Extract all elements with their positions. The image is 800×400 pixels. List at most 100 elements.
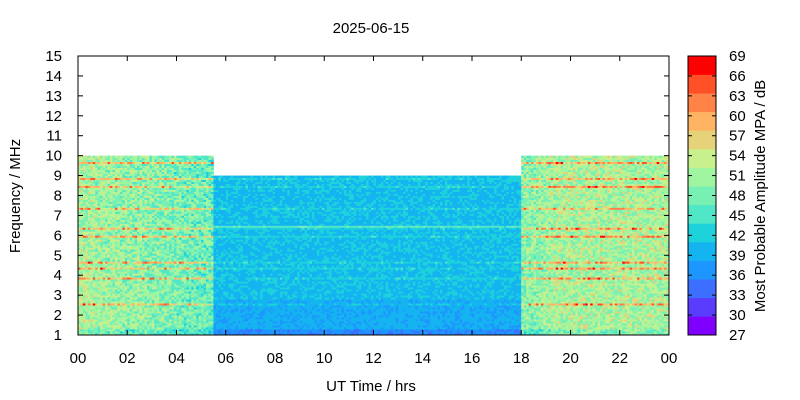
heatmap-cell bbox=[117, 301, 121, 304]
heatmap-cell bbox=[107, 313, 111, 316]
heatmap-cell bbox=[144, 179, 148, 182]
heatmap-cell bbox=[92, 241, 96, 244]
heatmap-cell bbox=[129, 331, 133, 334]
heatmap-cell bbox=[87, 213, 91, 216]
heatmap-cell bbox=[146, 199, 150, 202]
heatmap-cell bbox=[154, 193, 158, 196]
heatmap-cell bbox=[134, 309, 138, 312]
heatmap-cell bbox=[112, 317, 116, 320]
heatmap-cell bbox=[97, 201, 101, 204]
heatmap-cell bbox=[102, 303, 106, 306]
heatmap-cell bbox=[102, 237, 106, 240]
heatmap-cell bbox=[85, 165, 89, 168]
heatmap-cell bbox=[132, 255, 136, 258]
heatmap-cell bbox=[92, 295, 96, 298]
heatmap-cell bbox=[132, 309, 136, 312]
heatmap-cell bbox=[92, 261, 96, 264]
heatmap-cell bbox=[161, 329, 165, 332]
heatmap-cell bbox=[87, 241, 91, 244]
heatmap-cell bbox=[122, 231, 126, 234]
heatmap-cell bbox=[110, 183, 113, 186]
heatmap-cell bbox=[97, 263, 101, 266]
heatmap-cell bbox=[100, 207, 104, 210]
heatmap-cell bbox=[110, 173, 113, 176]
heatmap-cell bbox=[139, 217, 143, 220]
heatmap-cell bbox=[137, 301, 140, 304]
heatmap-cell bbox=[132, 299, 136, 302]
heatmap-cell bbox=[164, 243, 168, 246]
heatmap-cell bbox=[112, 165, 116, 168]
heatmap-cell bbox=[142, 253, 145, 256]
heatmap-cell bbox=[112, 189, 116, 192]
heatmap-cell bbox=[169, 263, 172, 266]
heatmap-cell bbox=[154, 269, 158, 272]
heatmap-cell bbox=[117, 271, 121, 274]
heatmap-cell bbox=[139, 229, 143, 232]
heatmap-cell bbox=[174, 289, 177, 292]
heatmap-cell bbox=[97, 267, 101, 270]
heatmap-cell bbox=[166, 191, 170, 194]
heatmap-cell bbox=[164, 279, 168, 282]
heatmap-cell bbox=[97, 283, 101, 286]
heatmap-cell bbox=[87, 261, 91, 264]
heatmap-cell bbox=[181, 155, 185, 159]
heatmap-cell bbox=[107, 261, 111, 264]
heatmap-cell bbox=[92, 243, 96, 246]
heatmap-cell bbox=[92, 297, 96, 300]
heatmap-cell bbox=[90, 293, 94, 296]
heatmap-cell bbox=[154, 303, 158, 306]
heatmap-cell bbox=[105, 315, 108, 318]
heatmap-cell bbox=[92, 177, 96, 180]
heatmap-cell bbox=[139, 207, 143, 210]
heatmap-cell bbox=[142, 301, 145, 304]
heatmap-cell bbox=[132, 271, 136, 274]
heatmap-cell bbox=[151, 215, 155, 218]
heatmap-cell bbox=[171, 239, 175, 242]
heatmap-cell bbox=[132, 245, 136, 248]
heatmap-cell bbox=[159, 261, 163, 264]
heatmap-cell bbox=[97, 241, 101, 244]
heatmap-cell bbox=[117, 255, 121, 258]
heatmap-cell bbox=[171, 235, 175, 238]
heatmap-cell bbox=[169, 255, 172, 258]
heatmap-cell bbox=[137, 247, 140, 250]
heatmap-cell bbox=[134, 331, 138, 334]
heatmap-cell bbox=[97, 175, 101, 178]
heatmap-cell bbox=[174, 275, 177, 278]
heatmap-cell bbox=[132, 157, 136, 161]
heatmap-cell bbox=[97, 311, 101, 314]
heatmap-cell bbox=[166, 223, 170, 226]
heatmap-cell bbox=[97, 163, 101, 166]
heatmap-cell bbox=[80, 165, 84, 168]
heatmap-cell bbox=[97, 189, 101, 192]
heatmap-cell bbox=[117, 299, 121, 302]
heatmap-cell bbox=[127, 231, 131, 234]
heatmap-cell bbox=[117, 281, 121, 284]
heatmap-cell bbox=[95, 175, 99, 178]
heatmap-cell bbox=[161, 251, 165, 254]
heatmap-cell bbox=[134, 305, 138, 308]
heatmap-cell bbox=[149, 291, 153, 294]
heatmap-cell bbox=[85, 275, 89, 278]
heatmap-cell bbox=[87, 253, 91, 256]
heatmap-cell bbox=[174, 195, 177, 198]
heatmap-cell bbox=[78, 301, 81, 304]
heatmap-cell bbox=[80, 209, 84, 212]
heatmap-cell bbox=[134, 193, 138, 196]
heatmap-cell bbox=[97, 225, 101, 228]
heatmap-cell bbox=[174, 161, 177, 165]
heatmap-cell bbox=[90, 193, 94, 196]
heatmap-cell bbox=[169, 277, 172, 280]
heatmap-cell bbox=[127, 295, 131, 298]
heatmap-cell bbox=[159, 297, 163, 300]
heatmap-cell bbox=[156, 193, 160, 196]
heatmap-cell bbox=[102, 263, 106, 266]
heatmap-cell bbox=[117, 237, 121, 240]
heatmap-cell bbox=[100, 237, 104, 240]
heatmap-cell bbox=[142, 323, 145, 326]
heatmap-cell bbox=[134, 155, 138, 159]
heatmap-cell bbox=[87, 159, 91, 163]
heatmap-cell bbox=[166, 217, 170, 220]
heatmap-cell bbox=[90, 277, 94, 280]
heatmap-cell bbox=[127, 171, 131, 174]
